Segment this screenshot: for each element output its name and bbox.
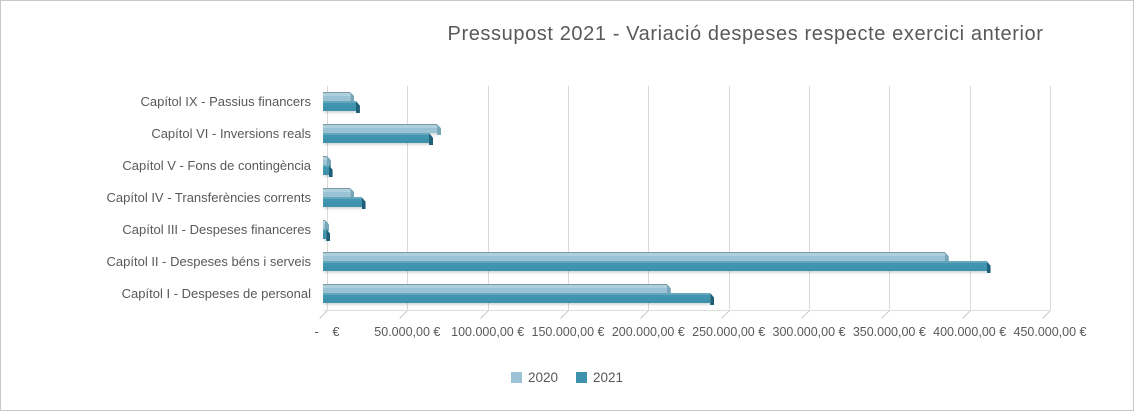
gridline-3d-foot (399, 310, 409, 319)
x-axis-tick-labels: - € 50.000,00 € 100.000,00 € 150.000,00 € 20… (314, 325, 1086, 341)
category-label: Capítol IX - Passius financers (140, 94, 311, 109)
category-label: Capítol V - Fons de contingència (122, 158, 311, 173)
bar-end-cap (328, 165, 333, 177)
gridline (568, 86, 569, 310)
bar-end-cap (429, 133, 434, 145)
bar-2021 (323, 101, 360, 113)
category-label: Capítol IV - Transferències corrents (106, 190, 311, 205)
x-tick-label: 100.000,00 € (451, 325, 525, 339)
bar-2020 (323, 124, 442, 135)
bar-end-cap (355, 101, 360, 113)
bar-end-cap (350, 92, 355, 103)
gridline-3d-foot (720, 310, 730, 319)
gridline-3d-foot (801, 310, 810, 319)
bar-end-cap (986, 261, 991, 273)
bar-2020 (323, 220, 329, 231)
category-label: Capítol I - Despeses de personal (121, 286, 311, 301)
gridline (487, 86, 489, 310)
bar-end-cap (350, 188, 355, 199)
bar-2021 (323, 229, 331, 241)
bar-end-cap (437, 124, 442, 135)
legend-item-2020: 2020 (510, 370, 558, 385)
bar-2021 (323, 261, 991, 273)
category-label: Capítol III - Despeses financeres (122, 222, 311, 237)
bar-2020 (323, 284, 671, 295)
x-tick-label: 250.000,00 € (692, 325, 766, 339)
gridline (889, 86, 891, 310)
x-tick-label: 400.000,00 € (933, 325, 1007, 339)
bar-2021 (323, 197, 366, 209)
bar-end-cap (326, 229, 331, 241)
plot-floor-edge (323, 310, 1050, 311)
x-tick-label: - € (314, 325, 340, 339)
gridline (728, 86, 730, 310)
gridline-3d-foot (479, 310, 489, 319)
bar-end-cap (666, 284, 671, 295)
bar-2021 (323, 133, 434, 145)
bar-2021 (323, 293, 715, 305)
gridline-3d-foot (961, 310, 971, 319)
gridline (407, 86, 409, 310)
gridline (809, 86, 810, 310)
bar-2020 (323, 156, 332, 167)
x-tick-label: 350.000,00 € (852, 325, 926, 339)
x-tick-label: 150.000,00 € (531, 325, 605, 339)
legend: 2020 2021 (1, 370, 1133, 385)
legend-item-2021: 2021 (576, 370, 623, 385)
bar-end-cap (327, 156, 332, 167)
legend-label: 2020 (527, 370, 558, 385)
x-tick-label: 450.000,00 € (1013, 325, 1087, 339)
category-label: Capítol VI - Inversions reals (151, 126, 311, 141)
chart-title: Pressupost 2021 - Variació despeses resp… (447, 23, 1044, 45)
bar-2020 (323, 188, 355, 199)
legend-swatch-2021 (576, 372, 587, 383)
bar-end-cap (944, 252, 949, 263)
legend-swatch-2020 (510, 372, 522, 383)
gridline-3d-foot (560, 310, 569, 319)
bar-2020 (323, 92, 355, 103)
gridline (969, 86, 971, 310)
plot-area (319, 86, 1051, 319)
gridline-3d-foot (881, 310, 891, 319)
gridline (648, 86, 650, 310)
x-tick-label: 300.000,00 € (772, 325, 846, 339)
bar-end-cap (361, 197, 366, 209)
x-tick-label: 50.000,00 € (374, 325, 441, 339)
gridline (1050, 86, 1051, 310)
y-axis-category-labels: Capítol IX - Passius financers Capítol VI… (1, 86, 311, 310)
bar-end-cap (325, 220, 329, 231)
gridline-3d-foot (319, 310, 328, 319)
x-tick-label: 200.000,00 € (611, 325, 685, 339)
gridline-3d-foot (640, 310, 650, 319)
bar-2020 (323, 252, 949, 263)
category-label: Capítol II - Despeses béns i serveis (106, 254, 311, 269)
legend-label: 2021 (593, 370, 624, 385)
bar-end-cap (710, 293, 715, 305)
gridline-3d-foot (1042, 310, 1051, 319)
bar-2021 (323, 165, 333, 177)
